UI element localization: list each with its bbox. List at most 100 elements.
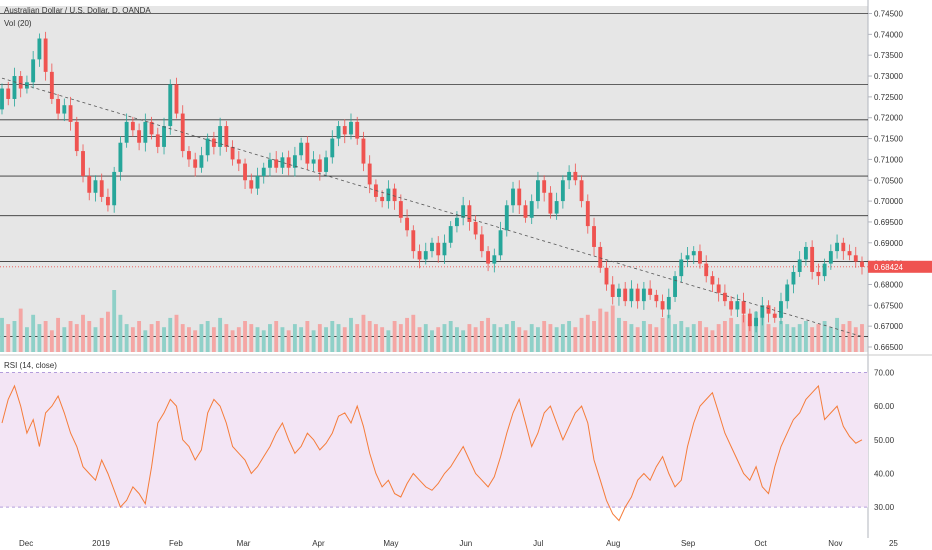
candle-body <box>137 130 142 143</box>
volume-bar <box>436 327 441 352</box>
candle-body <box>511 188 515 206</box>
candle-body <box>604 267 609 285</box>
candle-body <box>523 205 528 218</box>
volume-bar <box>143 330 148 352</box>
candle-body <box>479 234 484 252</box>
candle-body <box>828 251 833 264</box>
candle-body <box>648 288 653 295</box>
volume-bar <box>56 317 61 352</box>
candle-body <box>610 284 615 297</box>
candle-body <box>685 255 690 260</box>
candle-body <box>199 155 204 168</box>
candle-body <box>816 271 821 277</box>
candle-body <box>579 180 584 202</box>
volume-bar <box>218 317 223 352</box>
candle-body <box>710 276 715 285</box>
symbol-legend[interactable]: Australian Dollar / U.S. Dollar, D, OAND… <box>4 6 151 15</box>
price-tick-label: 0.69500 <box>874 218 903 227</box>
volume-bar <box>230 330 235 352</box>
candle-body <box>31 59 36 83</box>
volume-bar <box>174 314 179 352</box>
candle-body <box>623 288 628 302</box>
volume-bar <box>0 317 4 352</box>
volume-bar <box>704 327 709 352</box>
volume-legend[interactable]: Vol (20) <box>4 19 32 28</box>
candle-body <box>118 142 123 172</box>
price-tick-label: 0.68000 <box>874 280 903 289</box>
volume-bar <box>392 321 397 352</box>
time-tick-label: May <box>383 539 398 548</box>
candle-body <box>361 138 366 164</box>
candle-body <box>330 138 335 158</box>
rsi-legend[interactable]: RSI (14, close) <box>4 361 57 370</box>
candle-body <box>155 134 160 147</box>
time-tick-label: Jul <box>533 539 543 548</box>
volume-bar <box>797 324 802 352</box>
volume-bar <box>112 290 117 352</box>
volume-bar <box>211 327 216 352</box>
candle-body <box>112 171 117 206</box>
candle-body <box>560 180 565 202</box>
candle-body <box>392 188 397 202</box>
volume-bar <box>841 324 846 352</box>
candle-body <box>504 205 509 231</box>
current-price-label: 0.68424 <box>874 263 903 272</box>
candle-body <box>698 251 702 264</box>
volume-bar <box>698 321 702 352</box>
volume-bar <box>24 327 29 352</box>
volume-bar <box>816 324 821 352</box>
candle-body <box>517 188 522 206</box>
volume-bar <box>847 321 852 352</box>
volume-bar <box>81 314 85 352</box>
candle-body <box>498 230 503 256</box>
current-price-badge <box>868 260 932 273</box>
candle-body <box>660 301 665 310</box>
candle-body <box>349 121 353 135</box>
volume-bar <box>124 324 129 352</box>
candle-body <box>149 121 154 135</box>
volume-bar <box>673 324 677 352</box>
candle-body <box>93 180 98 193</box>
time-tick-label: 25 <box>889 539 898 548</box>
price-tick-label: 0.71500 <box>874 135 903 144</box>
price-tick-label: 0.69000 <box>874 239 903 248</box>
time-tick-label: Jun <box>459 539 472 548</box>
candle-body <box>6 88 11 99</box>
volume-bar <box>430 330 434 352</box>
volume-bar <box>592 321 596 352</box>
volume-bar <box>423 324 428 352</box>
candle-body <box>243 163 247 181</box>
volume-bar <box>243 321 247 352</box>
volume-bar <box>685 327 690 352</box>
candle-body <box>81 151 85 177</box>
volume-bar <box>504 324 509 352</box>
candle-body <box>211 138 216 147</box>
candle-body <box>143 121 148 143</box>
candle-body <box>380 196 385 202</box>
candle-body <box>49 71 54 99</box>
volume-bar <box>417 327 422 352</box>
volume-bar <box>635 327 640 352</box>
candle-body <box>62 105 67 114</box>
candle-body <box>324 157 328 172</box>
volume-bar <box>168 317 173 352</box>
candle-body <box>43 38 48 72</box>
volume-bar <box>473 327 478 352</box>
candle-body <box>641 288 646 302</box>
candle-body <box>292 155 297 168</box>
candle-body <box>454 217 459 227</box>
volume-bar <box>747 321 752 352</box>
price-tick-label: 0.74500 <box>874 10 903 19</box>
volume-bar <box>6 324 11 352</box>
volume-bar <box>517 327 522 352</box>
candle-body <box>735 301 740 310</box>
candle-body <box>342 126 347 135</box>
candle-body <box>847 251 852 256</box>
candle-body <box>766 305 771 314</box>
candle-body <box>305 142 310 164</box>
candle-body <box>442 242 447 256</box>
candle-body <box>747 313 752 327</box>
price-tick-label: 0.70500 <box>874 176 903 185</box>
